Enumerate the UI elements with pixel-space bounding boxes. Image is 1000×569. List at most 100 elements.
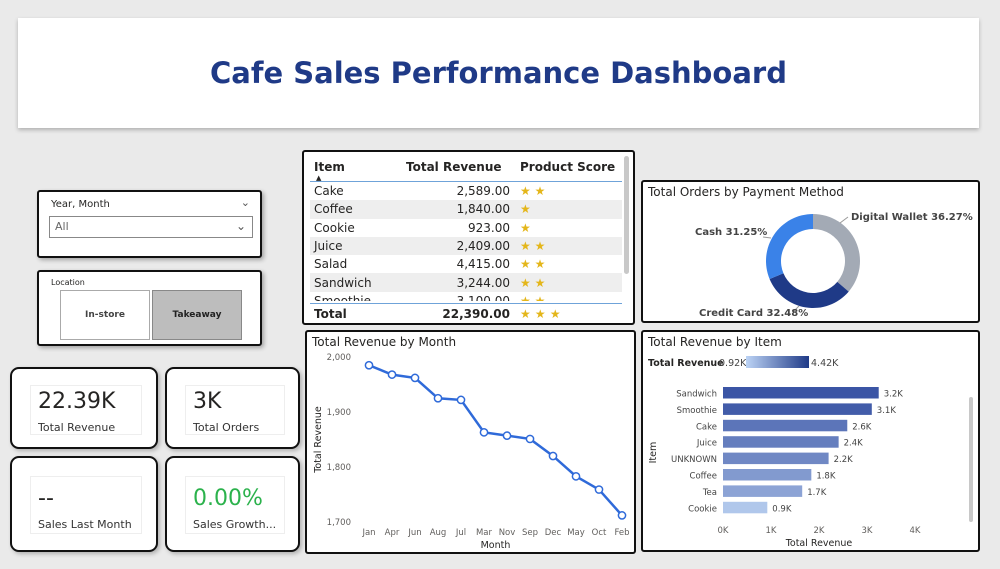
revenue-by-month-chart: Total Revenue by Month 1,700 1,800 1,900 2,… — [305, 330, 636, 554]
kpi-label: Sales Last Month — [38, 518, 132, 531]
col-header-total-revenue[interactable]: Total Revenue — [406, 160, 502, 174]
cell-item: Smoothie — [314, 293, 372, 301]
data-label: 1.8K — [816, 472, 836, 482]
table-row[interactable]: Salad 4,415.00 ★ ★ — [310, 255, 622, 273]
bar — [723, 501, 768, 514]
bar — [723, 419, 848, 432]
cell-item: Cookie — [314, 220, 355, 235]
kpi-label: Total Orders — [193, 421, 260, 434]
col-header-product-score[interactable]: Product Score — [520, 160, 616, 174]
donut-slice — [766, 214, 813, 279]
cell-score-stars: ★ — [520, 202, 531, 217]
location-slicer: Location In-store Takeaway — [37, 270, 262, 346]
year-month-slicer: Year, Month ⌄ All ⌄ — [37, 190, 262, 258]
cell-score-stars: ★ — [520, 220, 531, 235]
cell-score-stars: ★ ★ — [520, 257, 546, 272]
table-row[interactable]: Cake 2,589.00 ★ ★ — [310, 182, 622, 200]
table-row[interactable]: Smoothie 3,100.00 ★ ★ — [310, 292, 622, 301]
cell-item: Coffee — [314, 202, 353, 217]
chevron-down-icon[interactable]: ⌄ — [240, 196, 250, 209]
product-table: Item Total Revenue Product Score ▲ Cake 2… — [302, 150, 635, 325]
data-point — [387, 370, 397, 379]
leader-line — [839, 216, 849, 224]
data-point — [525, 434, 535, 444]
kpi-inner — [185, 385, 285, 435]
bar — [723, 387, 879, 399]
cell-item: Sandwich — [314, 275, 372, 290]
y-tick-label: 1,900 — [327, 408, 351, 418]
col-header-item[interactable]: Item — [314, 160, 345, 174]
line-chart: 1,700 1,800 1,900 2,000 Total Revenue Jan Apr J… — [313, 353, 630, 551]
y-tick-label: Cookie — [688, 504, 717, 514]
x-tick-label: 3K — [862, 526, 873, 536]
data-label: Credit Card 32.48% — [699, 308, 808, 319]
x-tick-label: Aug — [430, 528, 447, 538]
kpi-label: Total Revenue — [38, 421, 116, 434]
donut-slice — [769, 273, 849, 308]
table-row[interactable]: Sandwich 3,244.00 ★ ★ — [310, 273, 622, 292]
table-row[interactable]: Coffee 1,840.00 ★ — [310, 200, 622, 219]
kpi-card-sales-last-month: -- Sales Last Month — [10, 456, 158, 552]
y-axis-label: Item — [648, 442, 659, 464]
x-tick-label: 1K — [766, 526, 777, 536]
chart-title: Total Revenue by Item — [648, 335, 782, 349]
year-month-dropdown[interactable]: All ⌄ — [49, 216, 253, 238]
kpi-inner — [30, 476, 142, 534]
table-row[interactable]: Cookie 923.00 ★ — [310, 219, 622, 237]
sort-ascending-icon: ▲ — [316, 174, 322, 182]
x-tick-label: May — [567, 528, 585, 538]
cell-revenue: 1,840.00 — [456, 202, 510, 217]
y-tick-label: UNKNOWN — [671, 455, 717, 465]
legend-gradient-bar — [746, 356, 809, 368]
table-row[interactable]: Juice 2,409.00 ★ ★ — [310, 236, 622, 256]
x-tick-label: Jan — [361, 528, 375, 538]
cell-item: Salad — [314, 257, 348, 272]
data-label: 0.9K — [772, 504, 792, 514]
total-score-stars: ★ ★ ★ — [520, 306, 561, 321]
location-tile-in-store[interactable]: In-store — [60, 290, 150, 340]
data-point — [548, 451, 558, 461]
location-tile-takeaway[interactable]: Takeaway — [152, 290, 242, 340]
dashboard-header: Cafe Sales Performance Dashboard — [18, 18, 979, 128]
y-tick-label: 1,800 — [327, 463, 351, 473]
kpi-value: 22.39K — [38, 389, 116, 414]
data-point — [456, 395, 466, 405]
data-label: 2.6K — [852, 422, 872, 432]
leader-line — [792, 305, 800, 313]
data-point — [479, 428, 489, 437]
x-axis-label: Total Revenue — [785, 538, 853, 549]
table-scrollbar[interactable] — [624, 156, 629, 274]
table-header: Item Total Revenue Product Score ▲ — [310, 156, 622, 182]
slicer-label: Year, Month — [51, 199, 110, 210]
series-line — [368, 364, 623, 517]
bar — [723, 485, 803, 497]
data-point — [571, 472, 581, 481]
dropdown-value: All — [55, 220, 69, 233]
x-tick-label: Feb — [614, 528, 629, 538]
kpi-card-total-revenue: 22.39K Total Revenue — [10, 367, 158, 449]
x-tick-label: 4K — [910, 526, 921, 536]
total-item: Total — [314, 306, 347, 321]
data-label: 2.4K — [844, 439, 864, 449]
donut-chart: Digital Wallet 36.27% Credit Card 32.48% C… — [695, 212, 973, 319]
x-axis-label: Month — [481, 540, 511, 551]
data-point — [617, 511, 627, 520]
kpi-card-sales-growth: 0.00% Sales Growth... — [165, 456, 300, 552]
chart-scrollbar — [969, 397, 973, 522]
x-tick-label: Mar — [476, 528, 493, 538]
data-point — [502, 431, 512, 441]
y-axis-label: Total Revenue — [313, 406, 324, 474]
x-tick-label: 2K — [814, 526, 825, 536]
chevron-down-icon: ⌄ — [235, 219, 246, 233]
x-tick-label: Sep — [522, 528, 538, 538]
data-label: 3.1K — [877, 406, 897, 416]
y-tick-label: Tea — [702, 488, 717, 498]
slicer-label: Location — [51, 278, 85, 287]
cell-item: Juice — [314, 239, 343, 254]
cell-revenue: 2,409.00 — [456, 239, 510, 254]
kpi-card-total-orders: 3K Total Orders — [165, 367, 300, 449]
chart-title: Total Revenue by Month — [312, 335, 457, 349]
cell-item: Cake — [314, 184, 344, 199]
data-point — [594, 485, 604, 494]
